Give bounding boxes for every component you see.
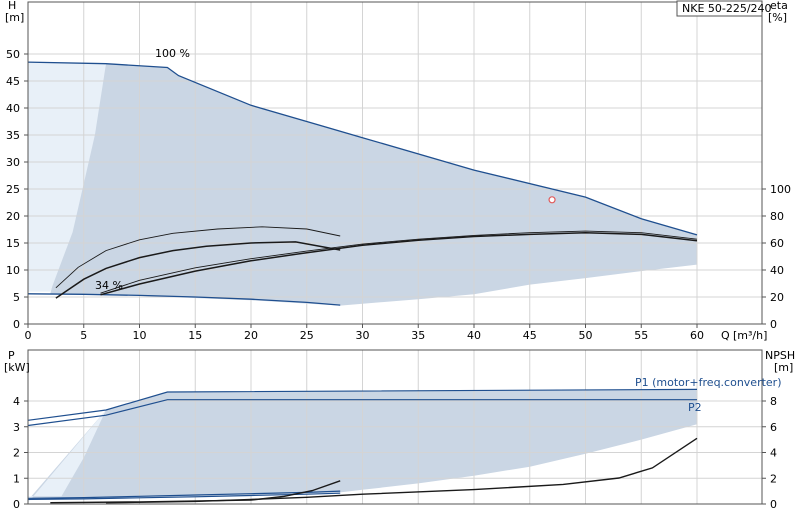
eta-lower-100-curve xyxy=(100,231,698,296)
p1-100-curve xyxy=(27,388,698,421)
top-y-unit: [m] xyxy=(5,11,24,24)
bottom-y-unit: [kW] xyxy=(4,361,30,374)
y-tick-label: 0 xyxy=(13,498,20,511)
top-curves xyxy=(27,61,698,306)
npsh-34-curve xyxy=(50,480,341,504)
y-tick-label: 2 xyxy=(13,447,20,460)
low-flow-region xyxy=(28,410,106,503)
eta-lower-34-curve xyxy=(55,241,341,299)
bottom-curves xyxy=(27,388,698,504)
y-tick-label: 50 xyxy=(6,48,20,61)
annotation-34-percent: 34 % xyxy=(95,279,123,292)
top-y-label: H xyxy=(8,0,16,12)
y-tick-label: 0 xyxy=(13,318,20,331)
y-tick-label: 4 xyxy=(13,395,20,408)
y-tick-label: 15 xyxy=(6,237,20,250)
x-tick-label: 55 xyxy=(634,329,648,342)
top-y2-label: eta xyxy=(770,0,788,12)
y-tick-label: 1 xyxy=(13,472,20,485)
x-tick-label: 30 xyxy=(356,329,370,342)
y2-tick-label: 0 xyxy=(770,318,777,331)
head-100-curve xyxy=(27,61,698,236)
y-tick-label: 10 xyxy=(6,264,20,277)
y-tick-label: 25 xyxy=(6,183,20,196)
x-tick-label: 35 xyxy=(411,329,425,342)
x-tick-label: 45 xyxy=(523,329,537,342)
y2-tick-label: 4 xyxy=(770,447,777,460)
plot-frame xyxy=(27,1,763,325)
bottom-y-label: P xyxy=(8,349,15,362)
y-tick-label: 20 xyxy=(6,210,20,223)
x-tick-label: 5 xyxy=(80,329,87,342)
x-tick-label: 40 xyxy=(467,329,481,342)
y-tick-label: 45 xyxy=(6,75,20,88)
top-grid xyxy=(28,2,762,324)
y-tick-label: 40 xyxy=(6,102,20,115)
x-tick-label: 25 xyxy=(300,329,314,342)
annotation-100-percent: 100 % xyxy=(155,47,190,60)
title-box xyxy=(676,0,763,17)
x-axis-unit: [m³/h] xyxy=(733,329,767,342)
efficiency-point-marker xyxy=(548,196,556,204)
y-tick-label: 35 xyxy=(6,129,20,142)
p2-100-curve xyxy=(27,399,697,427)
y2-tick-label: 20 xyxy=(770,291,784,304)
x-tick-label: 60 xyxy=(690,329,704,342)
x-tick-label: 0 xyxy=(25,329,32,342)
x-tick-label: 15 xyxy=(188,329,202,342)
bottom-grid xyxy=(28,350,762,504)
y2-tick-label: 8 xyxy=(770,395,777,408)
chart-title: NKE 50-225/240 xyxy=(682,2,772,15)
y-tick-label: 3 xyxy=(13,421,20,434)
bottom-y2-unit: [m] xyxy=(774,361,793,374)
y2-tick-label: 6 xyxy=(770,421,777,434)
low-flow-region xyxy=(28,62,106,292)
y2-tick-label: 60 xyxy=(770,237,784,250)
y2-tick-label: 0 xyxy=(770,498,777,511)
eta-upper-34-curve xyxy=(55,226,341,289)
top-axes: 0 5 10 15 20 25 30 35 40 45 50 0 20 40 60 80 100 0 5 10 15 20… xyxy=(6,1,791,342)
y2-tick-label: 100 xyxy=(770,183,791,196)
x-axis-label: Q xyxy=(721,329,730,342)
y-tick-label: 5 xyxy=(13,291,20,304)
top-envelope-layer xyxy=(28,2,762,324)
y2-tick-label: 40 xyxy=(770,264,784,277)
legend-p1: P1 (motor+freq.converter) xyxy=(635,376,782,389)
x-tick-label: 10 xyxy=(133,329,147,342)
p2-34-curve xyxy=(27,492,341,500)
x-tick-label: 50 xyxy=(579,329,593,342)
legend-p2: P2 xyxy=(688,401,702,414)
top-y2-unit: [%] xyxy=(768,11,787,24)
bottom-y2-label: NPSH xyxy=(765,349,795,362)
head-34-curve xyxy=(27,293,341,306)
x-tick-label: 20 xyxy=(244,329,258,342)
y2-tick-label: 80 xyxy=(770,210,784,223)
y-tick-label: 30 xyxy=(6,156,20,169)
y2-tick-label: 2 xyxy=(770,472,777,485)
eta-upper-100-curve xyxy=(100,230,698,294)
bottom-axes: 0 1 2 3 4 0 2 4 6 8 xyxy=(13,349,777,511)
